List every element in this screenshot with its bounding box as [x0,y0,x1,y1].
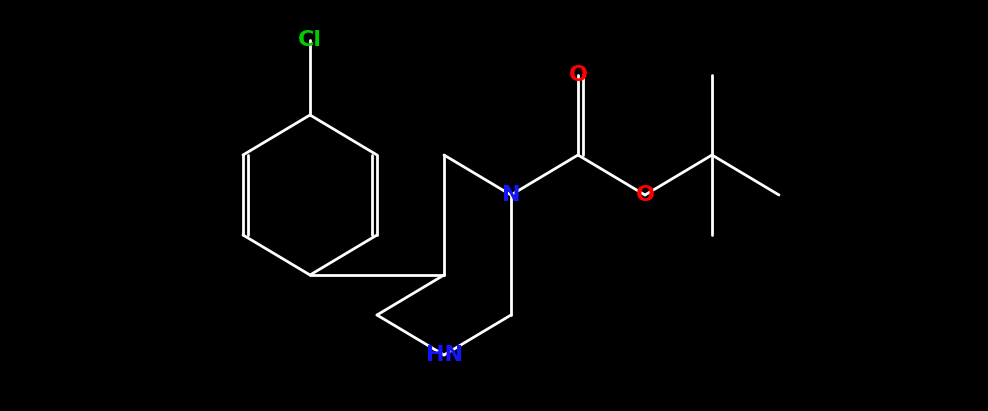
Text: O: O [568,65,588,85]
Text: O: O [635,185,654,205]
Text: HN: HN [426,345,462,365]
Text: N: N [502,185,521,205]
Text: Cl: Cl [298,30,322,50]
